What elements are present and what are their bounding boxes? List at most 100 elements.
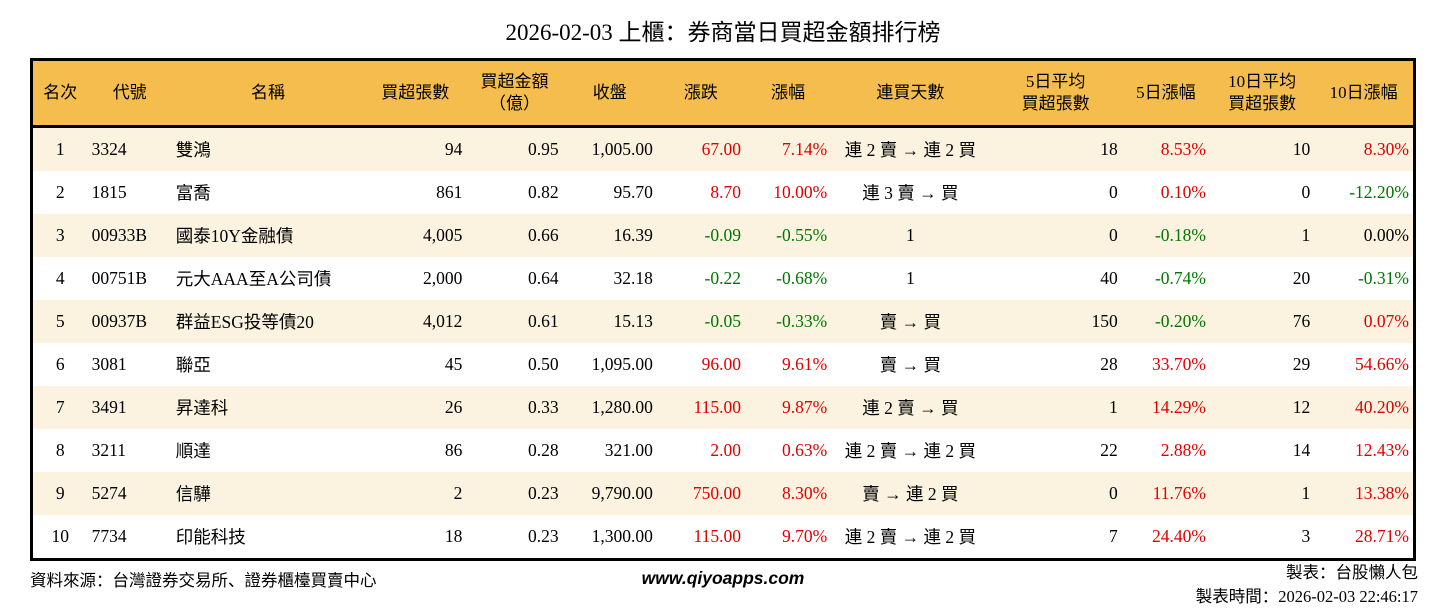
pct10-cell: -12.20%	[1349, 182, 1409, 202]
table-row: 9 5274 信驊 2 0.23 9,790.00 750.00 8.30% 賣…	[31, 472, 1415, 515]
table-row: 3 00933B 國泰10Y金融債 4,005 0.66 16.39 -0.09…	[31, 214, 1415, 257]
change-pct-cell: 9.61%	[781, 354, 828, 374]
pct10-cell: 12.43%	[1355, 440, 1409, 460]
author-note: 製表：台股懶人包	[1286, 563, 1418, 582]
col-header-rank: 名次	[31, 59, 88, 128]
avg5-cell: 150	[1091, 311, 1118, 331]
name-cell: 信驊	[175, 484, 211, 504]
code-cell: 1815	[91, 182, 127, 202]
code-cell: 7734	[91, 526, 127, 546]
pct10-cell: 13.38%	[1355, 483, 1409, 503]
buy-volume-cell: 94	[444, 139, 463, 159]
code-cell: 00933B	[91, 225, 148, 245]
col-header-pct5: 5日漲幅	[1121, 59, 1210, 128]
code-cell: 3324	[91, 139, 127, 159]
change-pct-cell: 10.00%	[773, 182, 828, 202]
rank-cell: 6	[55, 354, 65, 374]
name-cell: 順達	[175, 441, 211, 461]
avg10-cell: 76	[1292, 311, 1311, 331]
streak-cell: 連 3 賣 → 買	[862, 183, 959, 203]
buy-amount-cell: 0.33	[527, 397, 559, 417]
col-header-streak: 連買天數	[831, 59, 990, 128]
change-cell: 96.00	[701, 354, 741, 374]
avg5-cell: 0	[1109, 483, 1118, 503]
table-body: 1 3324 雙鴻 94 0.95 1,005.00 67.00 7.14% 連…	[31, 126, 1415, 560]
col-header-change-pct: 漲幅	[745, 59, 832, 128]
rank-cell: 3	[55, 225, 65, 245]
buy-volume-cell: 4,012	[423, 311, 463, 331]
avg10-cell: 1	[1301, 225, 1311, 245]
pct5-cell: 11.76%	[1152, 483, 1206, 503]
close-cell: 15.13	[613, 311, 653, 331]
table-row: 1 3324 雙鴻 94 0.95 1,005.00 67.00 7.14% 連…	[31, 126, 1415, 171]
avg5-cell: 0	[1109, 182, 1118, 202]
name-cell: 國泰10Y金融債	[175, 226, 294, 246]
change-pct-cell: 0.63%	[781, 440, 828, 460]
buy-volume-cell: 2	[453, 483, 463, 503]
change-pct-cell: -0.55%	[776, 225, 828, 245]
table-row: 5 00937B 群益ESG投等債20 4,012 0.61 15.13 -0.…	[31, 300, 1415, 343]
buy-volume-cell: 86	[444, 440, 463, 460]
close-cell: 9,790.00	[591, 483, 653, 503]
name-cell: 昇達科	[175, 398, 229, 418]
avg5-cell: 1	[1109, 397, 1118, 417]
col-header-buy-volume: 買超張數	[364, 59, 467, 128]
avg10-cell: 1	[1301, 483, 1311, 503]
col-header-change: 漲跌	[656, 59, 745, 128]
pct10-cell: 54.66%	[1355, 354, 1409, 374]
generated-timestamp: 製表時間：2026-02-03 22:46:17	[1195, 587, 1418, 606]
pct5-cell: 14.29%	[1152, 397, 1206, 417]
pct5-cell: -0.20%	[1154, 311, 1206, 331]
broker-buy-ranking-table: 名次 代號 名稱 買超張數 買超金額 （億） 收盤 漲跌 漲幅 連買天數 5日平…	[30, 58, 1416, 561]
pct10-cell: 0.00%	[1363, 225, 1409, 245]
change-cell: 115.00	[693, 526, 741, 546]
code-cell: 00751B	[91, 268, 148, 288]
col-header-avg10: 10日平均 買超張數	[1209, 59, 1315, 128]
buy-amount-cell: 0.82	[527, 182, 559, 202]
table-header: 名次 代號 名稱 買超張數 買超金額 （億） 收盤 漲跌 漲幅 連買天數 5日平…	[31, 59, 1415, 128]
change-pct-cell: 8.30%	[781, 483, 828, 503]
change-pct-cell: -0.68%	[776, 268, 828, 288]
buy-volume-cell: 26	[444, 397, 463, 417]
streak-cell: 1	[905, 268, 915, 288]
pct5-cell: -0.18%	[1154, 225, 1206, 245]
change-cell: 67.00	[701, 139, 741, 159]
table-row: 2 1815 富喬 861 0.82 95.70 8.70 10.00% 連 3…	[31, 171, 1415, 214]
buy-amount-cell: 0.28	[527, 440, 559, 460]
pct5-cell: 0.10%	[1160, 182, 1206, 202]
close-cell: 321.00	[604, 440, 653, 460]
buy-amount-cell: 0.23	[527, 483, 559, 503]
change-cell: 750.00	[692, 483, 741, 503]
code-cell: 3211	[91, 440, 126, 460]
close-cell: 1,300.00	[591, 526, 653, 546]
avg5-cell: 40	[1100, 268, 1118, 288]
table-row: 6 3081 聯亞 45 0.50 1,095.00 96.00 9.61% 賣…	[31, 343, 1415, 386]
col-header-pct10: 10日漲幅	[1314, 59, 1415, 128]
rank-cell: 10	[51, 526, 70, 546]
avg10-cell: 3	[1301, 526, 1311, 546]
buy-volume-cell: 18	[444, 526, 463, 546]
pct10-cell: -0.31%	[1357, 268, 1409, 288]
change-pct-cell: 7.14%	[781, 139, 828, 159]
buy-volume-cell: 45	[444, 354, 463, 374]
change-cell: -0.22	[704, 268, 741, 288]
buy-amount-cell: 0.64	[527, 268, 559, 288]
code-cell: 5274	[91, 483, 127, 503]
col-header-close: 收盤	[562, 59, 657, 128]
avg5-cell: 7	[1109, 526, 1118, 546]
name-cell: 雙鴻	[175, 140, 211, 160]
name-cell: 富喬	[175, 183, 211, 203]
close-cell: 32.18	[613, 268, 653, 288]
streak-cell: 賣 → 買	[879, 355, 941, 375]
avg10-cell: 10	[1292, 139, 1311, 159]
name-cell: 聯亞	[175, 355, 211, 375]
name-cell: 印能科技	[175, 527, 246, 547]
table-row: 10 7734 印能科技 18 0.23 1,300.00 115.00 9.7…	[31, 515, 1415, 560]
avg10-cell: 29	[1292, 354, 1311, 374]
rank-cell: 4	[55, 268, 65, 288]
buy-volume-cell: 4,005	[423, 225, 463, 245]
change-cell: 115.00	[693, 397, 741, 417]
buy-amount-cell: 0.95	[527, 139, 559, 159]
pct10-cell: 40.20%	[1355, 397, 1409, 417]
rank-cell: 8	[55, 440, 65, 460]
